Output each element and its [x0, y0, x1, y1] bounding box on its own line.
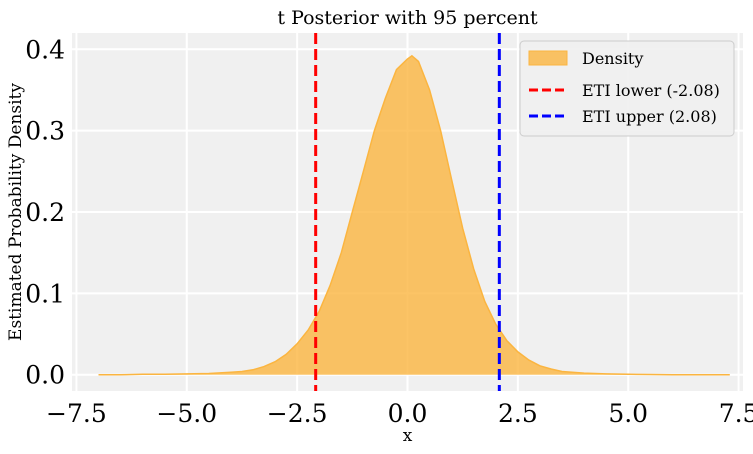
density-outline: [98, 54, 730, 376]
legend-swatch-density: [528, 50, 568, 66]
y-axis-ticks: 0.0 0.1 0.2 0.3 0.4: [25, 35, 65, 389]
legend: Density ETI lower (-2.08) ETI upper (2.0…: [519, 40, 735, 137]
x-tick-label: −2.5: [267, 399, 328, 428]
eti-lines: [314, 33, 501, 391]
y-tick-label: 0.2: [25, 198, 65, 227]
legend-label-eti-upper: ETI upper (2.08): [582, 107, 717, 126]
x-tick-label: −5.0: [156, 399, 217, 428]
legend-label-density: Density: [582, 49, 643, 68]
density-area: [98, 55, 730, 375]
y-axis-label: Estimated Probability Density: [6, 83, 26, 341]
x-tick-label: 0.0: [388, 399, 428, 428]
legend-label-eti-lower: ETI lower (-2.08): [582, 81, 720, 100]
y-tick-label: 0.0: [25, 361, 65, 390]
x-axis-ticks: −7.5 −5.0 −2.5 0.0 2.5 5.0 7.5: [46, 399, 753, 428]
x-tick-label: 5.0: [608, 399, 648, 428]
x-tick-label: −7.5: [46, 399, 107, 428]
x-axis-label: x: [403, 426, 413, 446]
y-tick-label: 0.3: [25, 117, 65, 146]
y-tick-label: 0.1: [25, 279, 65, 308]
chart-title: t Posterior with 95 percent: [277, 7, 538, 29]
legend-box: [519, 40, 735, 137]
y-tick-label: 0.4: [25, 35, 65, 64]
x-tick-label: 7.5: [719, 399, 753, 428]
x-tick-label: 2.5: [498, 399, 538, 428]
